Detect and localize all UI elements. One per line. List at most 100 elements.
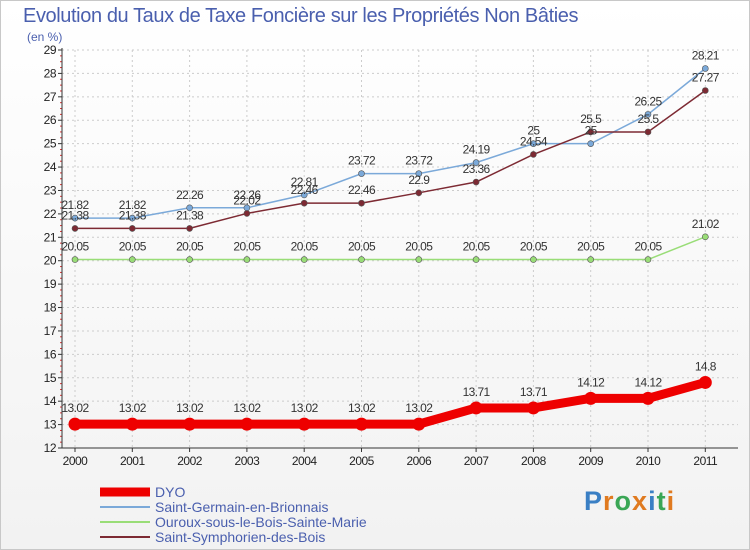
logo-letter: t (656, 486, 667, 516)
series-line-1 (74, 67, 707, 219)
data-point (644, 128, 652, 136)
data-point (71, 214, 79, 222)
data-label: 21.02 (692, 217, 720, 231)
data-label: 13.71 (463, 385, 491, 399)
data-point (530, 140, 537, 147)
x-tick-label: 2011 (693, 454, 718, 468)
logo-letter: P (584, 486, 604, 516)
y-tick-label: 29 (44, 43, 57, 57)
data-point (584, 391, 598, 405)
data-point (698, 375, 712, 389)
data-point (300, 256, 308, 263)
data-label: 13.02 (176, 401, 204, 415)
series-line-0 (70, 377, 710, 429)
data-label: 22.26 (176, 188, 204, 202)
x-tick-label: 2009 (578, 454, 604, 468)
data-point (358, 199, 365, 207)
y-tick-label: 27 (44, 90, 57, 104)
data-label: 20.05 (119, 240, 147, 254)
y-tick-label: 16 (44, 347, 57, 361)
data-label: 22.46 (291, 183, 319, 197)
data-label: 24.19 (463, 143, 491, 157)
data-label: 14.8 (695, 359, 717, 373)
data-point (415, 256, 423, 263)
data-label: 28.21 (692, 48, 720, 62)
data-label: 21.38 (119, 208, 147, 222)
data-point (129, 225, 136, 232)
logo-letter: r (603, 486, 615, 516)
data-label: 20.05 (520, 240, 548, 254)
data-point (355, 417, 368, 431)
x-tick-label: 2002 (177, 454, 203, 468)
data-label: 21.82 (119, 198, 147, 212)
data-label: 14.12 (577, 375, 605, 389)
data-point (297, 417, 311, 431)
data-label: 21.38 (176, 208, 204, 222)
data-label: 25.5 (638, 112, 660, 126)
data-point (186, 256, 193, 263)
data-label: 20.05 (176, 240, 204, 254)
x-tick-label: 2004 (292, 454, 318, 468)
y-tick-label: 20 (44, 254, 57, 268)
data-label: 20.05 (61, 240, 89, 254)
y-tick-label: 19 (44, 277, 57, 291)
logo-letter: x (632, 486, 649, 516)
y-tick-label: 14 (44, 394, 57, 408)
data-label: 20.05 (291, 240, 319, 254)
data-point (186, 204, 193, 212)
axes: 12 13 14 15 16 17 18 19 20 21 22 23 24 25 26 27 28 29 2000… (44, 43, 738, 468)
data-label: 14.12 (634, 375, 662, 389)
data-point (71, 225, 79, 232)
y-tick-label: 12 (44, 441, 57, 455)
data-point (358, 170, 365, 177)
series-line-3 (74, 89, 707, 230)
data-label: 23.72 (405, 154, 433, 168)
data-point (71, 256, 79, 263)
data-point (125, 417, 139, 431)
data-point (701, 233, 709, 241)
data-label: 21.82 (61, 198, 89, 212)
y-tick-label: 22 (44, 207, 57, 221)
data-label: 22.02 (233, 193, 261, 207)
data-point (415, 170, 423, 177)
data-point (240, 417, 254, 431)
data-point (183, 417, 197, 431)
legend: DYOSaint-Germain-en-BrionnaisOuroux-sous… (100, 484, 367, 545)
data-point (472, 178, 480, 186)
x-tick-label: 2007 (464, 454, 490, 468)
data-point (243, 210, 251, 217)
legend-label-1: Saint-Germain-en-Brionnais (155, 499, 329, 515)
y-tick-label: 18 (44, 301, 57, 315)
data-label: 21.38 (61, 208, 89, 222)
data-label: 20.05 (634, 240, 662, 254)
data-point (412, 417, 426, 431)
gridlines (62, 49, 738, 449)
y-tick-label: 15 (44, 371, 57, 385)
data-label: 27.27 (692, 71, 720, 85)
legend-label-3: Saint-Symphorien-des-Bois (155, 529, 325, 545)
data-label: 22.46 (348, 183, 376, 197)
data-label: 13.02 (405, 401, 433, 415)
data-label: 22.26 (233, 188, 261, 202)
data-label: 20.05 (463, 240, 491, 254)
x-tick-label: 2010 (636, 454, 662, 468)
data-label: 13.02 (233, 401, 261, 415)
data-point (587, 140, 595, 147)
data-point (641, 391, 655, 405)
y-tick-label: 13 (44, 418, 57, 432)
logo-letter: i (666, 486, 676, 516)
y-axis-unit: (en %) (27, 30, 63, 44)
data-point (530, 256, 537, 263)
data-point (243, 256, 251, 263)
series-line-2 (74, 236, 707, 261)
data-point (472, 159, 480, 166)
data-point (186, 225, 193, 232)
data-point (701, 87, 709, 94)
data-point (526, 401, 540, 415)
data-label: 25.5 (580, 112, 602, 126)
x-tick-label: 2006 (406, 454, 432, 468)
logo-letter: i (648, 486, 657, 516)
data-point (469, 401, 483, 415)
